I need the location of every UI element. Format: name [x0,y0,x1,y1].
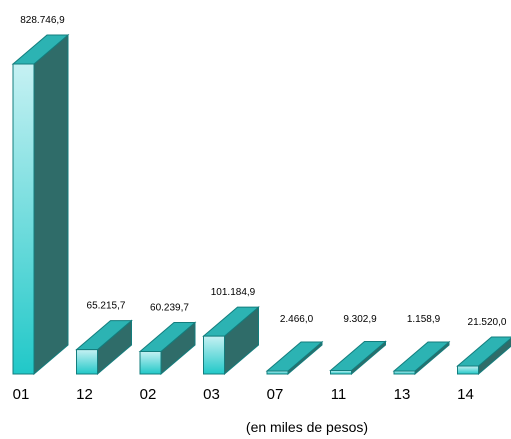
x-axis-title: (en miles de pesos) [246,419,368,435]
data-label: 65.215,7 [87,301,126,312]
bar [392,340,451,376]
category-label: 02 [140,386,157,403]
data-label: 60.239,7 [150,302,189,313]
bar-front [393,370,416,375]
bar [456,336,511,376]
category-label: 12 [76,386,93,403]
bar-side [33,33,69,376]
data-label: 101.184,9 [211,287,256,298]
category-label: 03 [203,386,220,403]
category-label: 13 [394,386,411,403]
category-label: 14 [457,386,474,403]
bar-front [457,365,479,375]
bar [11,33,70,376]
bars-layer [11,33,511,376]
bar [329,340,387,376]
value-labels-layer: 828.746,9 65.215,7 60.239,7 101.184,9 2.466,… [20,15,507,328]
bar-front [76,349,98,375]
bar [202,306,260,376]
category-labels-layer: 01 12 02 03 07 11 13 14 [13,386,474,403]
bar [138,321,197,376]
bar [265,340,324,376]
bar-front [266,370,289,375]
data-label: 9.302,9 [343,314,377,325]
bar-front [139,350,162,375]
bar-front [330,370,352,375]
category-label: 11 [331,386,347,403]
data-label: 828.746,9 [20,15,65,26]
data-label: 21.520,0 [468,317,507,328]
category-label: 01 [13,386,30,403]
bar-front [203,335,225,375]
data-label: 2.466,0 [280,314,314,325]
bar-front [12,63,35,375]
bar [75,319,133,376]
category-label: 07 [267,386,284,403]
data-label: 1.158,9 [407,314,441,325]
